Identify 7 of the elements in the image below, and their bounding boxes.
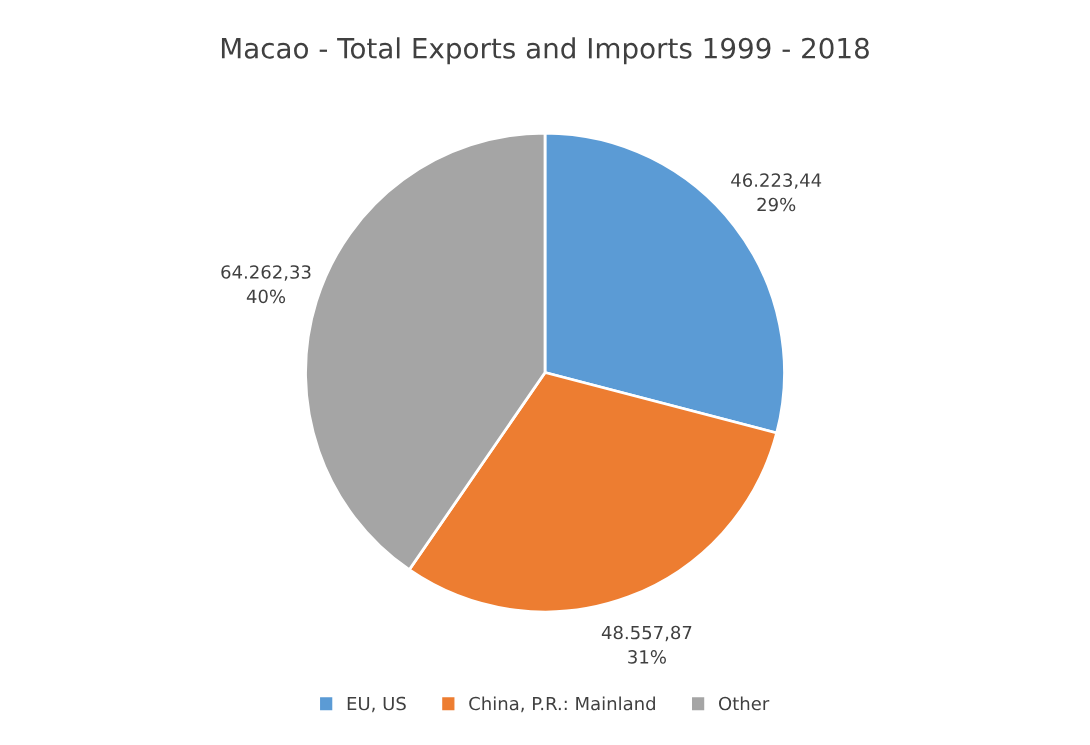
legend-label: China, P.R.: Mainland	[469, 696, 655, 713]
data-label: 64.262,33 40%	[221, 265, 311, 304]
chart-title: Macao - Total Exports and Imports 1999 - 2018	[221, 37, 869, 65]
data-label: 46.223,44 29%	[731, 173, 822, 212]
legend-label: Other	[718, 696, 770, 711]
legend-label: EU, US	[347, 696, 406, 713]
data-label: 48.557,87 31%	[601, 625, 692, 664]
